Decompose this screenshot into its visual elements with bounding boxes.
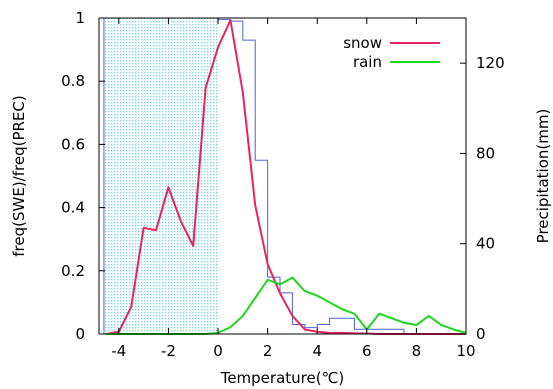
x-tick-label: 8 <box>412 342 422 360</box>
y2-axis-title: Precipitation(mm) <box>534 109 552 244</box>
x-tick-label: 2 <box>263 342 273 360</box>
y-tick-label: 0.6 <box>61 135 85 153</box>
y-axis-title: freq(SWE)/freq(PREC) <box>10 95 28 256</box>
x-tick-label: 0 <box>213 342 223 360</box>
y-tick-label: 0.4 <box>61 199 85 217</box>
legend: snow rain <box>343 34 440 71</box>
x-tick-label: 4 <box>312 342 322 360</box>
ratio-fill-rect <box>103 18 219 334</box>
plot-frame <box>98 17 467 335</box>
y-tick-label: 0.8 <box>61 72 85 90</box>
y-tick-label: 0 <box>75 325 85 343</box>
legend-label-snow: snow <box>343 34 382 52</box>
ratio-fill-area <box>103 18 219 334</box>
y-tick-label: 1 <box>75 9 85 27</box>
x-tick-label: -4 <box>111 342 126 360</box>
x-tick-label: 10 <box>456 342 475 360</box>
legend-label-rain: rain <box>353 53 382 71</box>
axis-ticks <box>99 17 467 335</box>
x-tick-label: 6 <box>362 342 372 360</box>
y-tick-label: 0.2 <box>61 262 85 280</box>
y2-tick-label: 80 <box>476 144 495 162</box>
y2-tick-label: 0 <box>476 325 486 343</box>
y2-tick-label: 120 <box>476 54 505 72</box>
x-tick-label: -2 <box>161 342 176 360</box>
y2-tick-label: 40 <box>476 235 495 253</box>
x-axis-title: Temperature(℃) <box>220 369 345 387</box>
